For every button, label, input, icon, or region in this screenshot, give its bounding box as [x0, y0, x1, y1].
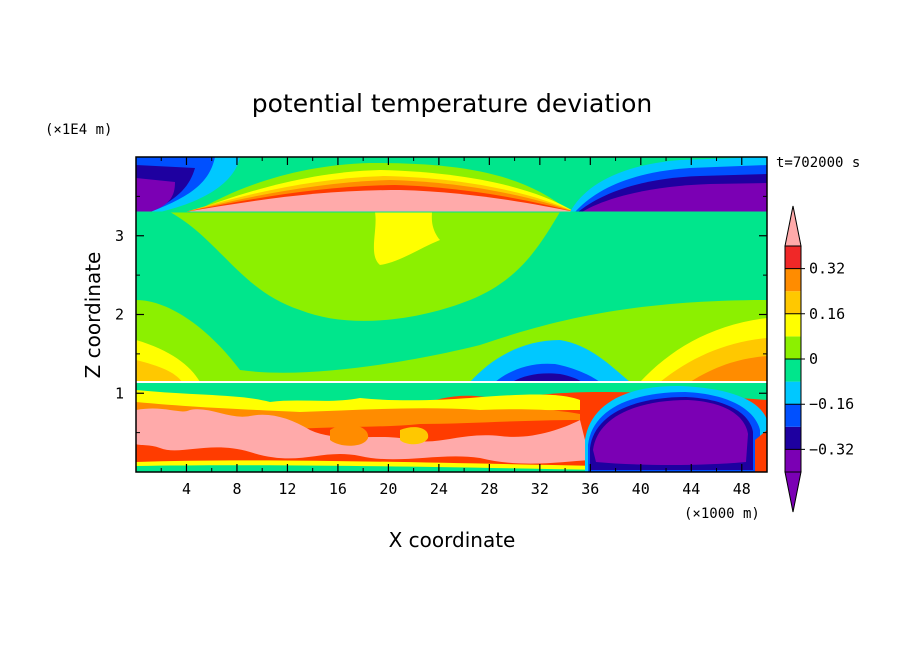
bottom-center-orange-blob [330, 424, 369, 446]
x-axis: 4 8 12 16 20 24 28 32 36 40 44 48 [160, 157, 751, 498]
bottom-center-orange-blob2 [400, 427, 429, 445]
top-layer [136, 157, 767, 212]
y-tick-label: 1 [115, 384, 124, 402]
x-tick-label: 24 [430, 480, 448, 498]
colorbar-label: −0.32 [809, 440, 854, 458]
x-tick-label: 8 [232, 480, 241, 498]
colorbar-bin [785, 426, 801, 450]
top-left-purple [136, 178, 175, 212]
colorbar: 0.32 0.16 0 −0.16 −0.32 [784, 205, 854, 513]
colorbar-bin [785, 449, 801, 472]
x-tick-label: 36 [581, 480, 599, 498]
x-tick-label: 32 [531, 480, 549, 498]
colorbar-bin [785, 381, 801, 405]
bottom-floor-green [136, 465, 600, 472]
middle-layer [136, 212, 767, 382]
colorbar-bin [785, 336, 801, 359]
colorbar-bin [785, 268, 801, 292]
colorbar-under-triangle [784, 471, 802, 513]
y-unit-label: (×1E4 m) [45, 122, 112, 138]
colorbar-bin [785, 404, 801, 427]
y-tick-label: 2 [115, 306, 124, 324]
bottom-right-edge-red [755, 430, 767, 472]
mid-right-red [690, 356, 767, 382]
x-tick-label: 28 [480, 480, 498, 498]
x-tick-label: 40 [632, 480, 650, 498]
mid-center-blue [470, 340, 630, 382]
colorbar-bin [785, 313, 801, 337]
top-right-purple [582, 183, 767, 212]
colorbar-bin [785, 291, 801, 314]
x-tick-label: 20 [379, 480, 397, 498]
top-pink [185, 190, 575, 212]
colorbar-label: 0.32 [809, 260, 845, 278]
mid-green-core [170, 212, 560, 321]
mid-center-navy [512, 373, 582, 382]
colorbar-label: 0.16 [809, 305, 845, 323]
y-tick-label: 3 [115, 227, 124, 245]
mid-yellow-blob [373, 212, 440, 265]
y-axis: 1 2 3 [115, 195, 767, 434]
bottom-right-purple [593, 400, 748, 465]
colorbar-label: 0 [809, 350, 818, 368]
x-tick-label: 44 [682, 480, 700, 498]
chart-title: potential temperature deviation [252, 89, 652, 118]
colorbar-bin [785, 246, 801, 269]
field [136, 157, 767, 472]
colorbar-label: −0.16 [809, 395, 854, 413]
x-tick-label: 12 [278, 480, 296, 498]
y-axis-label: Z coordinate [81, 252, 105, 379]
colorbar-bin [785, 359, 801, 382]
mid-center-dblue [495, 363, 600, 382]
x-unit-label: (×1000 m) [684, 506, 760, 522]
x-tick-label: 48 [733, 480, 751, 498]
x-tick-label: 4 [182, 480, 191, 498]
bottom-left-pink [136, 408, 590, 464]
time-label: t=702000 s [776, 155, 860, 171]
x-tick-label: 16 [329, 480, 347, 498]
colorbar-over-triangle [784, 205, 802, 247]
x-axis-label: X coordinate [389, 528, 516, 552]
mid-left-orange [136, 360, 182, 382]
bottom-wave-yellow [136, 390, 580, 414]
bottom-layer [136, 382, 767, 472]
